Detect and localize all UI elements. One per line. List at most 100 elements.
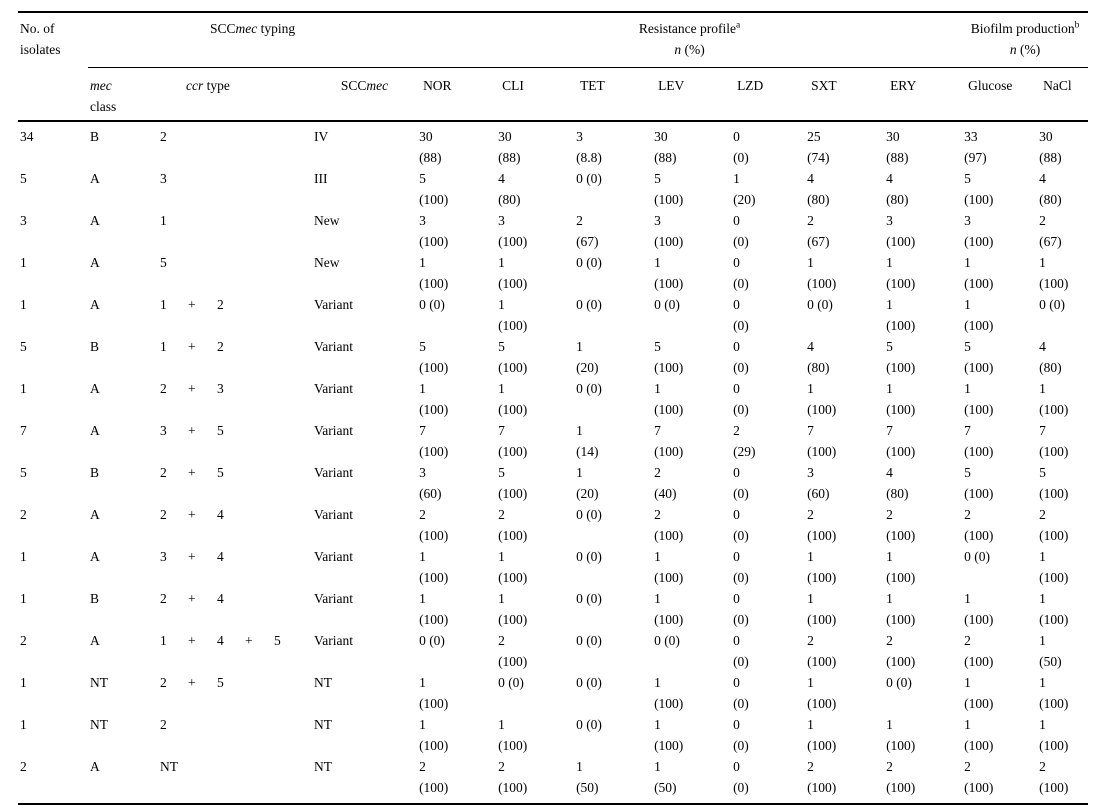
cell-nor: 3 (60) [419, 465, 442, 501]
cell-nacl: 1 (100) [1039, 591, 1069, 627]
cell-ery: 2 (100) [886, 633, 916, 669]
cell-sccmec: Variant [314, 423, 353, 438]
cell-nor: 1 (100) [419, 717, 449, 753]
cell-lev: 1 (100) [654, 549, 684, 585]
cell-ery: 7 (100) [886, 423, 916, 459]
header-sccmec-typing-label: SCCmec typing [209, 21, 296, 36]
cell-isolates: 1 [20, 297, 27, 312]
cell-lev: 5 (100) [654, 339, 684, 375]
cell-mec-class: A [90, 297, 100, 312]
cell-glucose: 2 (100) [964, 633, 994, 669]
cell-glucose: 5 (100) [964, 339, 994, 375]
cell-cli: 1 (100) [498, 381, 528, 417]
cell-lzd: 1 (20) [733, 171, 756, 207]
header-biofilm-production-npct: n (%) [1009, 42, 1041, 57]
header-sccmec-label: SCCmec [340, 78, 389, 93]
cell-ccr-token-1: 3 [160, 423, 167, 438]
header-no-of-isolates-line1: No. of [20, 21, 55, 36]
cell-nacl: 1 (100) [1039, 255, 1069, 291]
cell-cli: 1 (100) [498, 591, 528, 627]
cell-lev: 0 (0) [654, 297, 680, 312]
cell-ccr-token-4 [243, 546, 272, 588]
cell-ccr-token-2 [186, 756, 215, 805]
cell-ccr-token-5 [272, 672, 312, 714]
header-nacl: NaCl [1037, 67, 1089, 122]
cell-sxt: 0 (0) [807, 297, 833, 312]
cell-ccr-token-2: + [188, 423, 196, 438]
table-row: 5 B 2 +5 Variant 3 (60) 5 (100) 1 (20) 2 (40) 0 (0) 3 (6… [18, 462, 1088, 504]
cell-mec-class: A [90, 549, 100, 564]
cell-glucose: 7 (100) [964, 423, 994, 459]
cell-tet: 1 (50) [574, 756, 653, 805]
header-resistance-profile-npct: n (%) [674, 42, 705, 57]
cell-tet: 0 (0) [576, 381, 602, 396]
cell-lzd: 0 (0) [733, 549, 749, 585]
cell-mec-class: B [90, 465, 100, 480]
cell-cli: 1 (100) [498, 255, 528, 291]
cell-mec-class: A [90, 213, 100, 228]
header-resistance-profile: Resistance profilea n (%) [417, 12, 963, 68]
cell-sccmec: Variant [314, 549, 353, 564]
header-no-of-isolates: No. of isolates [18, 12, 88, 122]
cell-lev: 1 (100) [654, 255, 684, 291]
cell-ccr-token-2: + [188, 549, 196, 564]
header-sccmec-typing: SCCmec typing [88, 12, 418, 68]
cell-tet: 0 (0) [576, 297, 602, 312]
cell-ccr-token-5 [272, 588, 312, 630]
cell-ccr-token-4 [243, 504, 272, 546]
cell-ery: 5 (100) [886, 339, 916, 375]
cell-isolates: 1 [20, 255, 27, 270]
cell-isolates: 1 [20, 381, 27, 396]
header-cli: CLI [496, 67, 575, 122]
cell-lzd: 0 (0) [731, 756, 806, 805]
table-row: 3 A 1 New 3 (100) 3 (100) 2 (67) 3 (100) 0 (0) 2 (67) 3(… [18, 210, 1088, 252]
cell-ccr-token-2: + [188, 465, 196, 480]
cell-lev: 2 (40) [654, 465, 677, 501]
cell-cli: 1 (100) [498, 717, 528, 753]
cell-sxt: 1 (100) [807, 381, 837, 417]
header-sxt: SXT [805, 67, 885, 122]
cell-ery: 30 (88) [886, 129, 909, 165]
cell-glucose: 5 (100) [964, 465, 994, 501]
cell-nacl: 5 (100) [1039, 465, 1069, 501]
cell-ccr-token-3: 4 [217, 633, 224, 648]
cell-ery: 1 (100) [886, 297, 916, 333]
cell-ccr-token-5 [272, 546, 312, 588]
table-body: 34 B 2 IV 30 (88) 30 (88) 3 (8.8) 30 (88) 0 (0) 25 (74)… [18, 121, 1089, 805]
cell-ccr-token-5 [272, 294, 312, 336]
cell-nor: 7 (100) [419, 423, 449, 459]
cell-glucose: 0 (0) [964, 549, 990, 564]
cell-ccr-token-3 [215, 121, 243, 168]
cell-lev: 1 (100) [654, 381, 684, 417]
cell-ccr-token-4 [243, 462, 272, 504]
cell-cli: 5 (100) [498, 465, 528, 501]
cell-glucose: 2 (100) [962, 756, 1038, 805]
cell-ccr-token-3: 4 [217, 507, 224, 522]
cell-isolates: 5 [20, 339, 27, 354]
cell-ccr-token-2 [186, 121, 215, 168]
cell-sxt: 4 (80) [807, 171, 830, 207]
cell-ccr-token-5: 5 [274, 633, 281, 648]
cell-cli: 30 (88) [498, 129, 521, 165]
cell-lev: 0 (0) [654, 633, 680, 648]
header-biofilm-production: Biofilm productionb n (%) [962, 12, 1089, 68]
cell-tet: 2 (67) [576, 213, 599, 249]
table-header: No. of isolates SCCmec typing Resistance… [18, 12, 1089, 122]
table-row: 1 A 3 +4 Variant 1 (100) 1 (100) 0 (0) 1 (100) 0 (0) 1… [18, 546, 1088, 588]
cell-ccr-token-1: 2 [160, 675, 167, 690]
header-ccr-type-label: ccr type [186, 78, 230, 93]
header-tet: TET [574, 67, 653, 122]
cell-ery: 1 (100) [886, 381, 916, 417]
cell-cli: 2 (100) [498, 633, 528, 669]
cell-cli: 5 (100) [498, 339, 528, 375]
cell-nacl: 1 (100) [1039, 675, 1069, 711]
cell-tet: 0 (0) [576, 507, 602, 522]
cell-sccmec: Variant [314, 591, 353, 606]
cell-tet: 1 (14) [576, 423, 599, 459]
cell-ery: 4 (80) [886, 465, 909, 501]
cell-ery: 2 (100) [884, 756, 963, 805]
cell-ccr-token-2 [186, 210, 215, 252]
header-class-word: class [90, 99, 117, 114]
cell-sccmec: New [314, 213, 340, 228]
